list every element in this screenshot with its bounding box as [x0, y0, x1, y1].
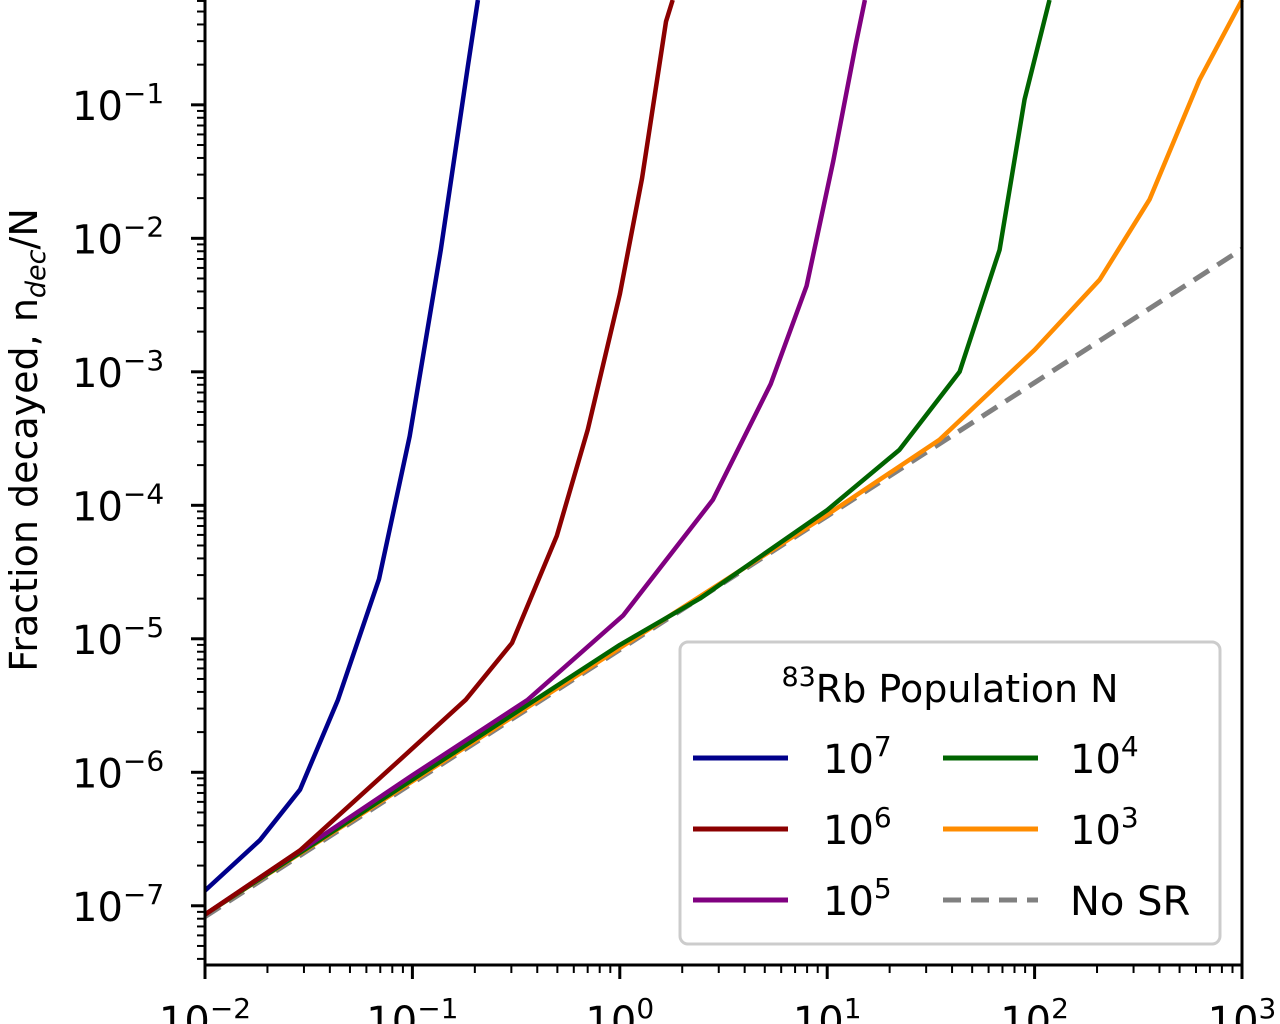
legend-entry: 103	[943, 801, 1139, 854]
x-tick-label: 100	[585, 992, 654, 1024]
x-tick-label: 101	[793, 992, 862, 1024]
y-tick-label: 10−5	[72, 611, 164, 664]
y-tick-label: 10−1	[72, 77, 164, 130]
x-tick-label: 10−1	[366, 992, 458, 1024]
legend-label: 105	[823, 872, 892, 925]
series-line-10-5	[203, 0, 868, 917]
series-line-10-4	[203, 0, 1052, 917]
legend-label: 104	[1070, 730, 1139, 783]
legend-label: 103	[1070, 801, 1139, 854]
x-tick-label: 103	[1208, 992, 1277, 1024]
series-line-10-6	[203, 0, 675, 917]
series-line-10-7	[203, 0, 481, 893]
legend-label: No SR	[1070, 879, 1190, 925]
legend-label: 106	[823, 801, 892, 854]
legend-entry: 107	[693, 730, 892, 783]
axes-layer: 10−2 10−1 100 101 102 103 10−7 10−6 10−5 10−4 10−3…	[72, 0, 1276, 1024]
y-tick-label: 10−6	[72, 744, 164, 797]
y-tick-label: 10−4	[72, 477, 164, 530]
y-tick-label: 10−7	[72, 878, 164, 931]
x-tick-label: 102	[1000, 992, 1069, 1024]
y-tick-label: 10−3	[72, 344, 164, 397]
legend-entry: 106	[693, 801, 892, 854]
legend-entries: 107 106 105 104 103 No SR	[693, 730, 1190, 925]
legend-label: 107	[823, 730, 892, 783]
legend-entry: 105	[693, 872, 892, 925]
legend: 83Rb Population N 107 106 105 104 103 No SR	[678, 640, 1222, 946]
legend-frame	[678, 640, 1222, 946]
legend-entry: No SR	[943, 879, 1190, 925]
x-tick-label: 10−2	[159, 992, 251, 1024]
legend-title: 83Rb Population N	[781, 662, 1118, 711]
y-tick-label: 10−2	[72, 210, 164, 263]
series-line-10-3	[203, 0, 1244, 917]
y-axis-label: Fraction decayed, ndec/N	[2, 208, 52, 672]
series-layer	[203, 0, 1244, 919]
legend-entry: 104	[943, 730, 1139, 783]
